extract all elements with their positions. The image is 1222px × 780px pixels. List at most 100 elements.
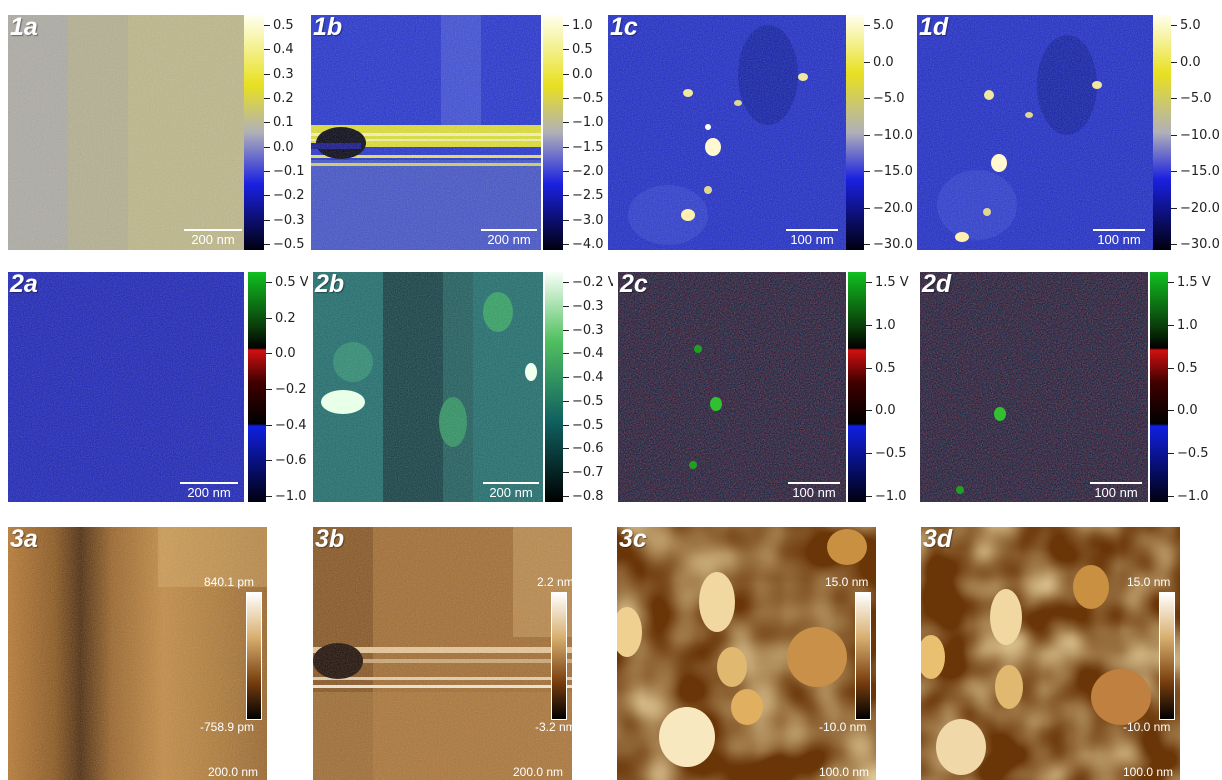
colorbar-tick-label: −1.5: [572, 139, 604, 155]
colorbar-tick-mark: [1168, 367, 1174, 369]
colorbar-tick-mark: [563, 73, 569, 75]
colorbar-tick-mark: [866, 453, 872, 455]
colorbar-tick-label: 1.5 V: [1177, 275, 1211, 290]
colorbar-tick-mark: [264, 195, 270, 197]
afm-image-1a: [8, 15, 244, 250]
colorbar-tick-mark: [1171, 98, 1177, 99]
colorbar-tick-mark: [1168, 496, 1174, 497]
colorbar-tick-mark: [264, 146, 270, 148]
colorbar-tick-label: −0.4: [275, 417, 307, 433]
colorbar-tick-mark: [1168, 324, 1174, 326]
colorbar-tick-mark: [264, 25, 270, 26]
colorbar: [1150, 272, 1168, 502]
colorbar-tick-mark: [266, 389, 272, 390]
colorbar-tick-mark: [563, 400, 569, 402]
panel-label: 1c: [610, 15, 638, 41]
colorbar-tick-mark: [266, 282, 272, 283]
panel-3a: 3a 840.1 pm -758.9 pm 200.0 nm: [8, 527, 267, 780]
colorbar-tick-mark: [563, 219, 569, 221]
scale-bar: 100 nm: [1090, 482, 1142, 500]
colorbar-tick-label: −0.1: [273, 164, 305, 179]
colorbar-tick-label: 0.5: [875, 360, 896, 376]
colorbar: [248, 272, 266, 502]
colorbar-tick-label: −0.5: [572, 417, 604, 433]
colorbar-tick-label: 0.2: [273, 91, 294, 106]
colorbar-max-label: 840.1 pm: [204, 575, 255, 589]
scale-bar-label: 100 nm: [790, 232, 834, 247]
colorbar-tick-label: −4.0: [572, 237, 604, 250]
colorbar-tick-mark: [264, 49, 270, 51]
colorbar-ticks: 1.5 V 1.0 0.5 0.0 −0.5 −1.0: [1168, 272, 1222, 502]
colorbar-tick-mark: [864, 207, 870, 209]
panel-1d: 1d 100 nm 5.0 0.0 −5.0 −10.0 −15.0 −20.0 −30.0: [917, 15, 1222, 250]
colorbar-tick-label: 0.3: [273, 66, 294, 82]
colorbar-tick-mark: [563, 305, 569, 307]
scale-bar: 100 nm: [786, 229, 838, 247]
colorbar-min-label: -3.2 nm: [535, 720, 572, 734]
colorbar-tick-mark: [1171, 61, 1177, 63]
colorbar-tick-mark: [264, 122, 270, 124]
colorbar-tick-mark: [866, 410, 872, 412]
panel-3c: 3c 15.0 nm -10.0 nm 100.0 nm: [617, 527, 876, 780]
scale-bar-label: 100.0 nm: [819, 765, 870, 779]
colorbar-tick-label: −1.0: [1177, 489, 1209, 502]
panel-1a: 1a 200 nm 0.5 0.4 0.3 0.2 0.1 0.0 −0.1 −0.2 −0.3…: [8, 15, 308, 250]
colorbar-min-label: -758.9 pm: [200, 720, 255, 734]
colorbar-tick-mark: [866, 367, 872, 369]
scale-bar-label: 100 nm: [1097, 232, 1141, 247]
colorbar-ticks: 0.5 V 0.2 0.0 −0.2 −0.4 −0.6 −1.0: [266, 272, 308, 502]
colorbar-tick-label: 0.0: [572, 66, 593, 82]
colorbar-tick-label: −5.0: [1180, 91, 1212, 106]
panel-label: 3c: [619, 527, 647, 553]
colorbar-tick-label: −0.5: [273, 237, 305, 250]
colorbar-tick-mark: [563, 377, 569, 379]
colorbar-tick-label: −0.5: [1177, 446, 1209, 462]
panel-label: 1b: [313, 15, 343, 41]
colorbar-tick-mark: [563, 282, 569, 283]
colorbar-tick-label: −15.0: [873, 164, 913, 179]
colorbar-tick-mark: [563, 448, 569, 450]
colorbar-tick-mark: [266, 424, 272, 426]
colorbar-tick-mark: [563, 195, 569, 197]
colorbar-tick-label: −0.2: [275, 382, 307, 397]
panel-label: 3b: [315, 527, 345, 553]
colorbar-tick-label: 1.0: [572, 18, 593, 33]
colorbar-tick-mark: [266, 353, 272, 355]
colorbar-tick-label: −0.5: [875, 446, 907, 462]
colorbar-tick-mark: [563, 49, 569, 51]
colorbar-tick-label: −0.2: [273, 188, 305, 204]
colorbar-tick-label: −0.6: [275, 453, 307, 469]
colorbar-tick-label: −5.0: [873, 91, 905, 106]
colorbar-tick-label: −0.3: [273, 212, 305, 228]
colorbar-tick-mark: [1171, 244, 1177, 245]
scale-bar-label: 200 nm: [191, 232, 235, 247]
kpfm-image-2a: [8, 272, 244, 502]
colorbar: [551, 592, 567, 720]
colorbar-min-label: -10.0 nm: [1123, 720, 1171, 734]
panel-2a: 2a 200 nm 0.5 V 0.2 0.0 −0.2 −0.4 −0.6 −1.0: [8, 272, 308, 502]
colorbar-tick-label: 5.0: [873, 18, 894, 33]
colorbar-tick-mark: [1168, 453, 1174, 455]
colorbar-tick-label: 1.5 V: [875, 275, 909, 290]
panel-label: 1a: [10, 15, 38, 41]
colorbar-tick-mark: [1171, 171, 1177, 172]
colorbar-tick-label: 0.0: [875, 403, 896, 419]
afm-topography-3d: [921, 527, 1180, 780]
afm-topography-3c: [617, 527, 876, 780]
colorbar-tick-label: 0.2: [275, 310, 296, 326]
afm-image-1d: [917, 15, 1153, 250]
colorbar-ticks: 1.5 V 1.0 0.5 0.0 −0.5 −1.0: [866, 272, 922, 502]
colorbar-tick-mark: [864, 61, 870, 63]
colorbar-tick-label: −0.7: [572, 465, 604, 481]
colorbar-tick-mark: [264, 219, 270, 221]
colorbar-tick-mark: [864, 98, 870, 99]
colorbar-tick-mark: [1168, 410, 1174, 412]
colorbar-tick-mark: [563, 244, 569, 245]
colorbar-ticks: 0.5 0.4 0.3 0.2 0.1 0.0 −0.1 −0.2 −0.3 −0.5: [264, 15, 308, 250]
afm-image-1b: [311, 15, 541, 250]
colorbar-tick-label: −0.5: [572, 393, 604, 409]
scale-bar-label: 200 nm: [489, 485, 533, 500]
colorbar-tick-mark: [264, 73, 270, 75]
panel-2c: 2c 100 nm 1.5 V 1.0 0.5 0.0 −0.5 −1.0: [618, 272, 922, 502]
colorbar-max-label: 15.0 nm: [825, 575, 869, 589]
